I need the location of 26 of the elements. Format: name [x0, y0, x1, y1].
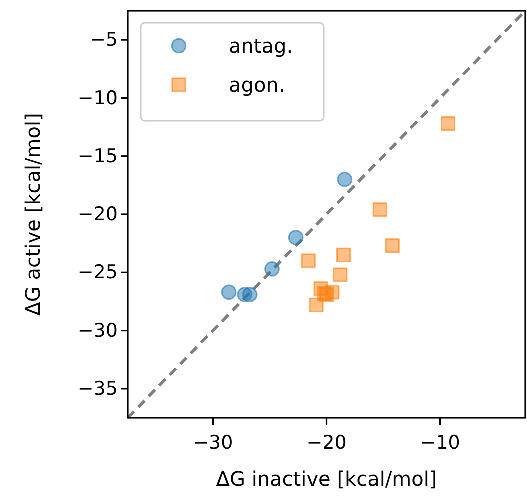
legend-label: agon.: [229, 73, 286, 97]
x-tick-label: −10: [420, 432, 460, 454]
y-tick-label: −15: [78, 145, 118, 168]
y-tick-label: −10: [78, 87, 118, 110]
point: [337, 172, 353, 188]
y-tick-label: −25: [78, 262, 118, 284]
y-tick-label: −30: [78, 320, 118, 342]
point: [301, 254, 316, 268]
point: [264, 262, 280, 277]
y-tick-label: −35: [78, 378, 118, 400]
point: [333, 268, 348, 282]
legend-label: antag.: [229, 34, 294, 58]
point: [221, 284, 237, 300]
point: [372, 202, 388, 218]
y-tick-label: −5: [90, 29, 118, 52]
point: [441, 116, 456, 132]
point: [385, 238, 400, 254]
y-axis-title: ΔG active [kcal/mol]: [21, 113, 45, 316]
point: [336, 248, 352, 262]
y-tick-label: −20: [78, 204, 118, 226]
x-tick-label: −30: [193, 432, 234, 454]
point: [242, 287, 258, 302]
x-tick-label: −20: [306, 432, 347, 454]
point: [288, 230, 304, 246]
point: [309, 298, 324, 312]
x-axis-title: ΔG inactive [kcal/mol]: [216, 467, 438, 491]
